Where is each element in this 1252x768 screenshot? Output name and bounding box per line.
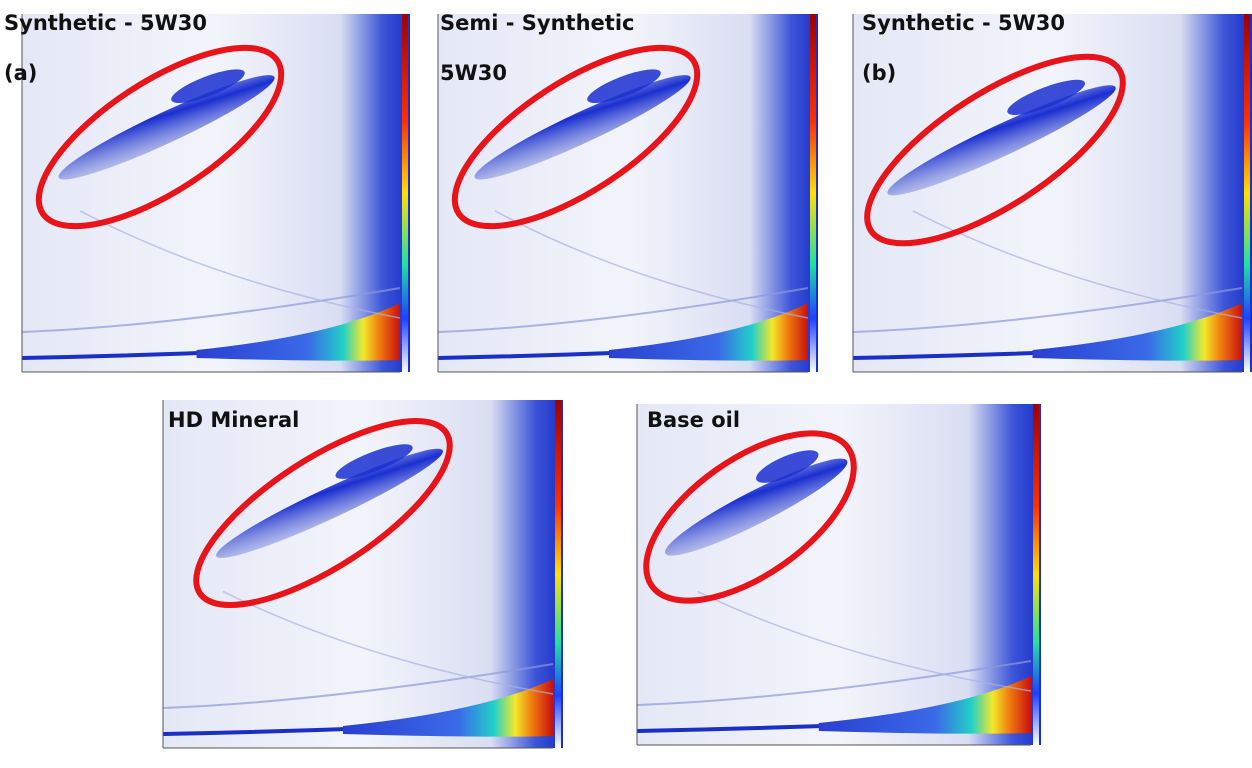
faint-trace: [162, 663, 554, 709]
panel-label: 5W30: [440, 61, 507, 85]
panel-label: Semi - Synthetic: [440, 11, 634, 35]
intense-band: [609, 303, 808, 361]
plot-area: [22, 14, 410, 372]
panel: Synthetic - 5W30 (b): [852, 11, 1252, 373]
highlight-ellipse: [451, 44, 701, 230]
faint-trace: [636, 660, 1032, 706]
faint-trace: [222, 590, 554, 695]
plot-area: [637, 404, 1041, 745]
plot-area: [163, 400, 563, 748]
panel-label: (a): [4, 61, 37, 85]
panel-label: Synthetic - 5W30: [862, 11, 1065, 35]
faint-trace: [697, 590, 1032, 692]
cluster-core: [171, 69, 245, 103]
cluster-streak: [58, 75, 275, 180]
plot-area: [853, 14, 1252, 372]
color-bar: [1244, 14, 1250, 372]
color-bar: [555, 400, 561, 748]
faint-trace: [21, 287, 401, 333]
plot-area: [438, 14, 818, 372]
panel-label: Base oil: [647, 408, 740, 432]
highlight-ellipse: [643, 430, 857, 604]
cluster-streak: [216, 448, 443, 558]
cluster-core: [1007, 79, 1085, 115]
panel: HD Mineral: [162, 400, 563, 749]
faint-trace: [912, 210, 1243, 319]
color-bar: [810, 14, 816, 372]
intense-band: [196, 303, 400, 361]
panel-label: Synthetic - 5W30: [4, 11, 207, 35]
faint-trace: [79, 210, 401, 319]
color-bar: [1033, 404, 1039, 745]
faint-trace: [437, 287, 809, 333]
highlight-ellipse: [864, 53, 1126, 247]
highlight-ellipse: [193, 418, 453, 608]
faint-trace: [494, 210, 809, 319]
panel-label: HD Mineral: [168, 408, 299, 432]
color-bar: [402, 14, 408, 372]
intense-band: [1032, 303, 1242, 361]
cluster-core: [756, 450, 819, 483]
faint-trace: [852, 287, 1243, 333]
panel: Synthetic - 5W30 (a): [4, 11, 410, 373]
cluster-streak: [665, 458, 848, 556]
panel: Semi - Synthetic 5W30: [437, 11, 818, 373]
highlight-ellipse: [35, 44, 285, 230]
cluster-core: [587, 69, 661, 103]
panel: Base oil: [636, 404, 1041, 746]
intense-band: [818, 676, 1031, 734]
cluster-streak: [887, 85, 1116, 196]
intense-band: [343, 679, 553, 737]
cluster-core: [335, 444, 413, 479]
cluster-streak: [474, 75, 691, 180]
panel-label: (b): [862, 61, 896, 85]
